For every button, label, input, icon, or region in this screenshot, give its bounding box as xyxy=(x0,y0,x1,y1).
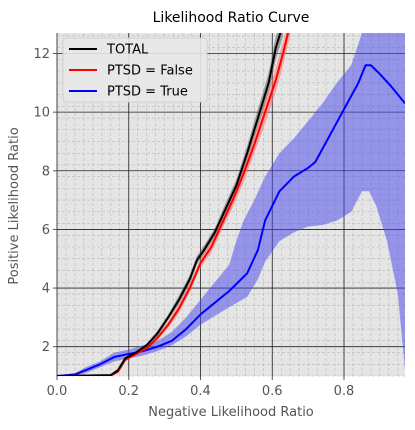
x-axis-ticks: 0.0 0.2 0.4 0.6 0.8 xyxy=(47,376,355,399)
y-tick-label: 2 xyxy=(42,340,50,355)
x-axis-label: Negative Likelihood Ratio xyxy=(148,405,314,420)
y-axis-label: Positive Likelihood Ratio xyxy=(7,127,22,284)
y-tick-label: 10 xyxy=(33,106,50,121)
legend: TOTAL PTSD = False PTSD = True xyxy=(62,37,208,103)
chart-title: Likelihood Ratio Curve xyxy=(153,10,310,26)
ptsd-true-legend-label: PTSD = True xyxy=(107,85,188,100)
ptsd-true-confidence-band xyxy=(57,33,405,376)
y-tick-label: 12 xyxy=(33,47,50,62)
x-tick-label: 0.2 xyxy=(118,384,139,399)
x-tick-label: 0.6 xyxy=(262,384,283,399)
x-tick-label: 0.4 xyxy=(190,384,211,399)
series-lines xyxy=(57,33,405,376)
ptsd-false-line xyxy=(57,33,290,376)
y-axis-ticks: 2 4 6 8 10 12 xyxy=(33,47,57,355)
y-tick-label: 4 xyxy=(42,282,50,297)
ptsd-false-legend-label: PTSD = False xyxy=(107,64,193,79)
confidence-bands xyxy=(57,33,405,376)
x-tick-label: 0.8 xyxy=(334,384,355,399)
y-tick-label: 6 xyxy=(42,223,50,238)
total-line xyxy=(57,33,282,376)
legend-box xyxy=(62,37,208,103)
ptsd-true-line xyxy=(57,64,405,376)
x-tick-label: 0.0 xyxy=(47,384,68,399)
y-tick-label: 8 xyxy=(42,164,50,179)
total-legend-label: TOTAL xyxy=(106,43,149,58)
